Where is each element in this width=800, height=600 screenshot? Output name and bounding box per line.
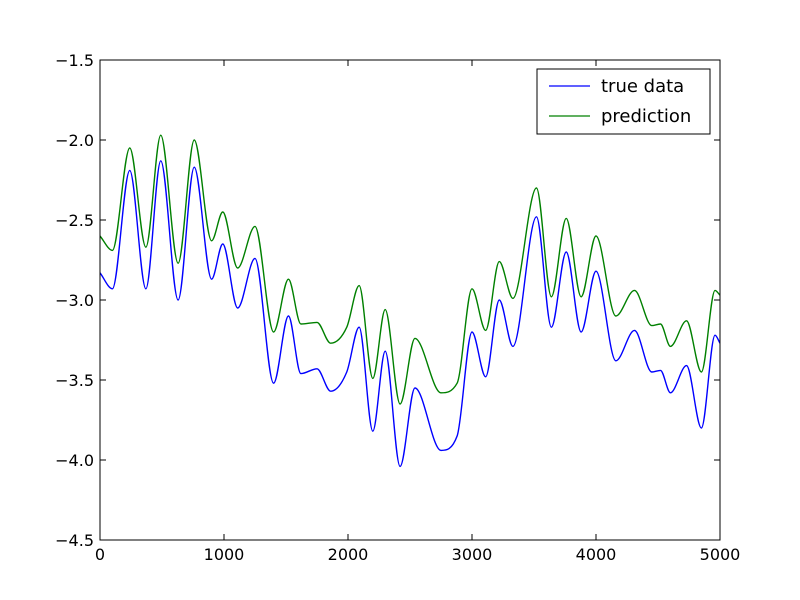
plot-background	[100, 60, 720, 540]
x-tick-label: 5000	[700, 545, 741, 564]
legend-label-true-data: true data	[601, 76, 684, 97]
series-line-true-data	[99, 160, 721, 468]
legend: true data prediction	[536, 68, 711, 135]
series-line-prediction	[99, 134, 721, 405]
x-tick-label: 1000	[204, 545, 245, 564]
x-tick-label: 2000	[328, 545, 369, 564]
y-tick-label: −1.5	[55, 51, 94, 70]
y-tick-label: −4.5	[55, 531, 94, 550]
x-tick-label: 4000	[576, 545, 617, 564]
x-tick-label: 0	[95, 545, 105, 564]
y-tick-label: −4.0	[55, 451, 94, 470]
y-tick-label: −2.5	[55, 211, 94, 230]
plot-area: 0 1000 2000 3000 4000 5000 −1.5 −2.0 −2.5 −3.0 −3.…	[55, 51, 740, 564]
y-tick-label: −3.5	[55, 371, 94, 390]
legend-frame	[536, 68, 711, 135]
x-tick-label: 3000	[452, 545, 493, 564]
tick-layer: 0 1000 2000 3000 4000 5000 −1.5 −2.0 −2.5 −3.0 −3.…	[55, 51, 740, 564]
y-tick-label: −2.0	[55, 131, 94, 150]
series-layer	[99, 134, 721, 468]
legend-label-prediction: prediction	[601, 106, 691, 127]
y-tick-label: −3.0	[55, 291, 94, 310]
